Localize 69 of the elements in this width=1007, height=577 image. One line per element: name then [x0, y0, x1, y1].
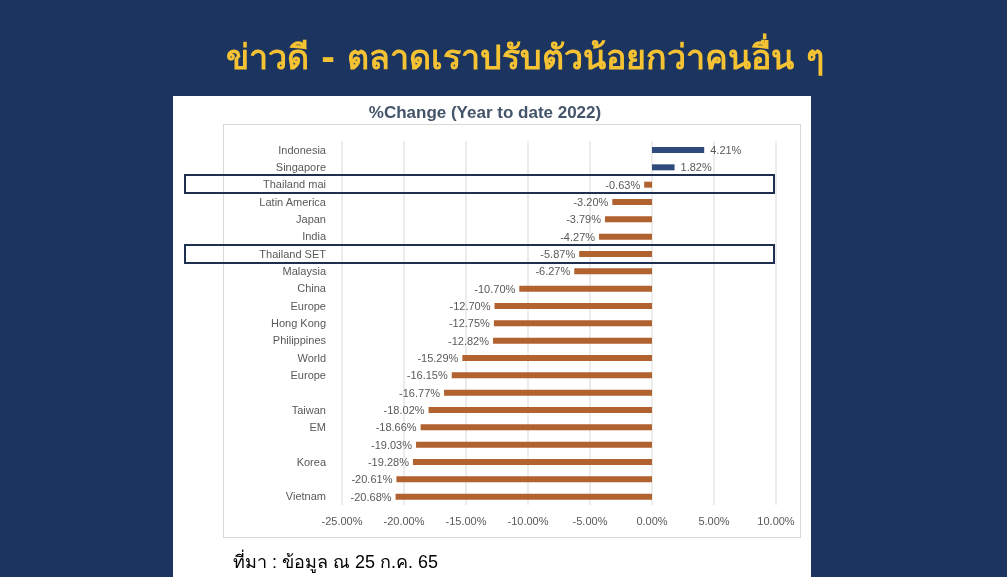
data-label: -20.61% [351, 473, 393, 486]
y-tick-label: EM [309, 421, 326, 433]
data-label: -19.03% [371, 438, 413, 451]
bar [420, 424, 652, 431]
y-tick-label: Thailand mai [263, 178, 326, 191]
x-tick-label: 0.00% [636, 515, 668, 527]
y-tick-label: Malaysia [282, 265, 327, 277]
y-tick-label: Latin America [259, 195, 327, 208]
data-label: -4.27% [560, 230, 596, 243]
data-label: -12.82% [448, 334, 490, 347]
bar [652, 164, 675, 171]
bar [652, 147, 705, 153]
bar [605, 216, 652, 223]
x-tick-label: 10.00% [757, 515, 795, 527]
x-tick-label: -10.00% [507, 515, 549, 527]
y-tick-label: India [302, 230, 327, 243]
data-label: -15.29% [417, 352, 459, 364]
data-label: -20.68% [350, 490, 392, 503]
x-tick-label: -5.00% [572, 515, 608, 527]
y-tick-label: Hong Kong [270, 317, 326, 329]
bar [395, 493, 652, 500]
x-tick-label: -25.00% [321, 515, 363, 527]
bar [579, 251, 652, 257]
bar [494, 303, 652, 309]
x-tick-label: -20.00% [383, 515, 425, 527]
y-tick-label: Japan [296, 213, 326, 225]
data-label: -12.75% [448, 317, 491, 330]
y-tick-label: Thailand SET [259, 247, 327, 260]
data-label: -0.63% [605, 178, 641, 191]
bar [451, 372, 652, 379]
y-tick-label: Indonesia [278, 143, 327, 156]
data-label: -19.28% [367, 456, 410, 468]
bar [493, 320, 652, 327]
bar [599, 233, 652, 240]
data-label: 1.82% [680, 161, 712, 174]
y-tick-label: Korea [296, 455, 327, 468]
bar [396, 476, 652, 483]
y-tick-label: Europe [290, 369, 326, 381]
bar [412, 459, 652, 465]
bar [428, 407, 652, 413]
y-tick-label: Philippines [272, 334, 327, 347]
data-label: -3.20% [573, 196, 609, 208]
bar [416, 441, 652, 448]
data-label: -16.77% [399, 386, 441, 399]
bar [462, 355, 652, 361]
bar [444, 389, 652, 396]
chart-subtitle: %Change (Year to date 2022) [368, 103, 602, 122]
x-tick-label: -15.00% [445, 515, 487, 527]
y-tick-label: Europe [290, 299, 326, 312]
bar [519, 285, 652, 292]
y-tick-label: China [297, 282, 327, 295]
data-label: -16.15% [406, 369, 448, 382]
y-tick-label: World [297, 351, 326, 364]
bar [574, 268, 652, 275]
y-tick-label: Singapore [275, 161, 326, 173]
bar [644, 181, 652, 188]
data-label: -12.70% [449, 300, 491, 312]
data-label: -18.02% [383, 404, 425, 416]
data-label: -3.79% [566, 213, 602, 226]
bar [612, 199, 652, 205]
data-label: -10.70% [474, 282, 516, 295]
data-label: -5.87% [540, 248, 576, 260]
y-tick-label: Vietnam [285, 490, 326, 503]
data-label: 4.21% [710, 144, 742, 156]
data-label: -18.66% [375, 421, 417, 434]
bar [493, 337, 652, 344]
data-label: -6.27% [535, 265, 571, 278]
y-tick-label: Taiwan [291, 403, 326, 416]
x-tick-label: 5.00% [698, 515, 730, 527]
